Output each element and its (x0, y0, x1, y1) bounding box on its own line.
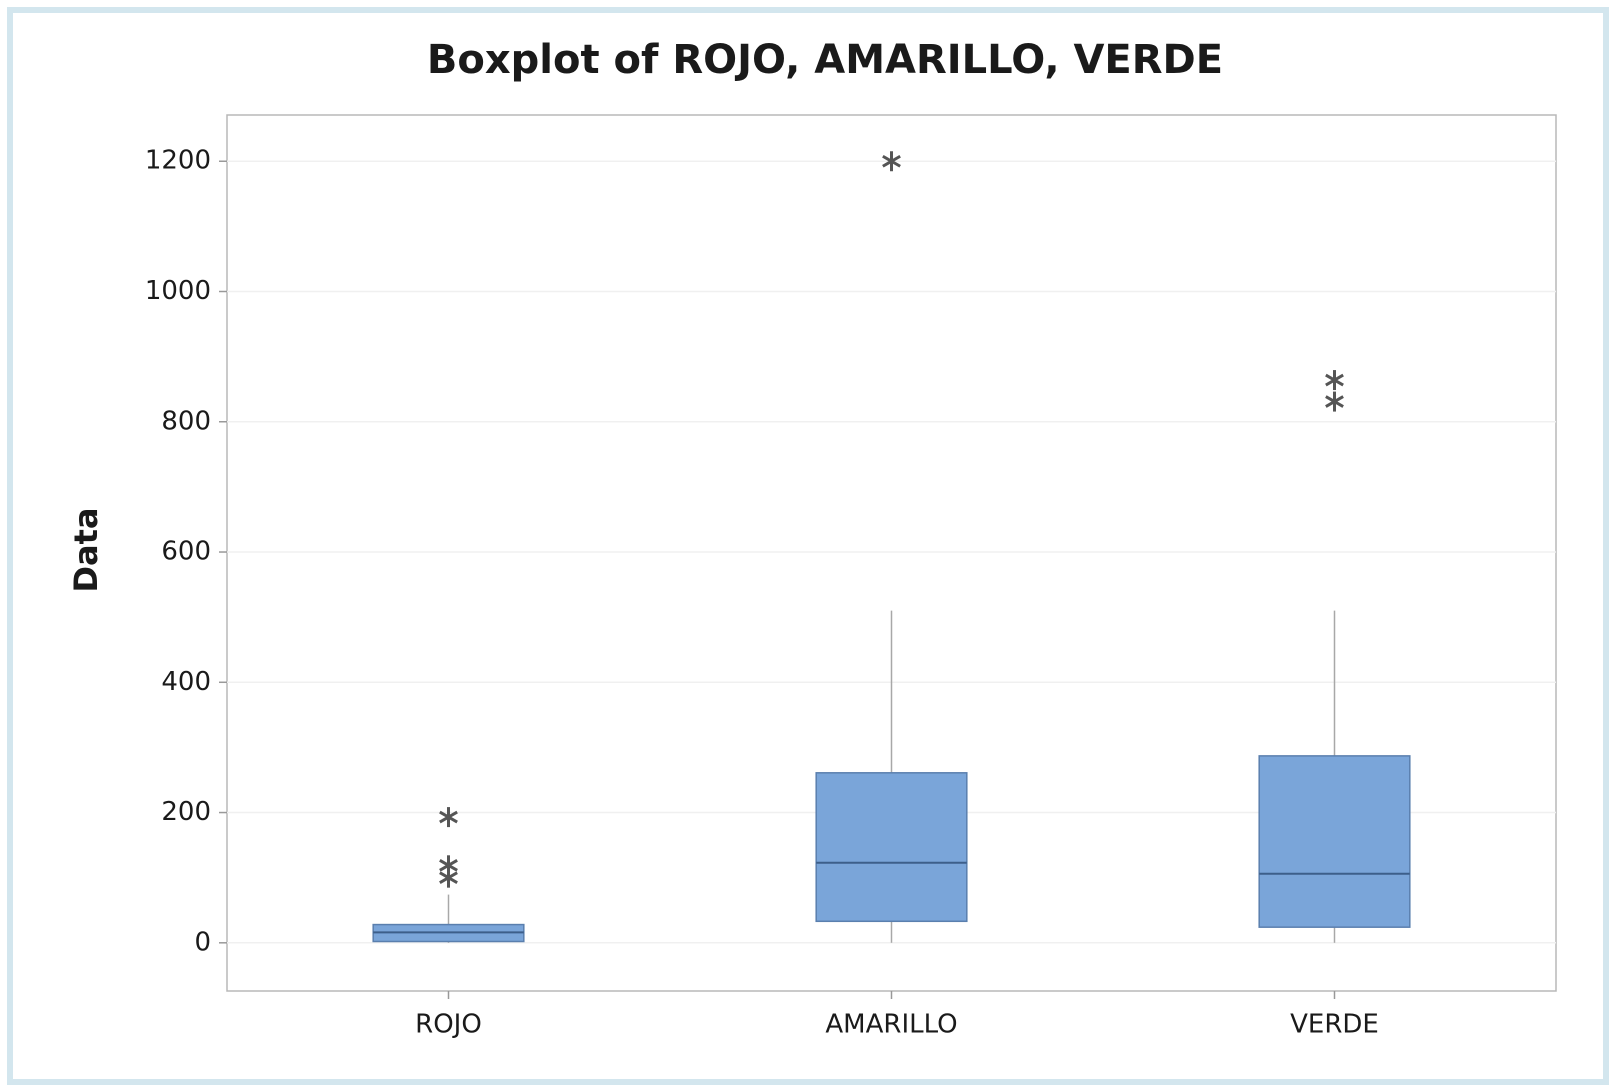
outlier-stroke (439, 871, 458, 884)
outlier (439, 807, 458, 828)
outlier (1325, 391, 1344, 412)
x-tick-label: ROJO (415, 1010, 482, 1040)
outlier-stroke (439, 858, 458, 872)
chart-title: Boxplot of ROJO, AMARILLO, VERDE (427, 37, 1223, 83)
y-tick-label: 0 (194, 927, 211, 957)
outlier-stroke (1325, 395, 1344, 408)
outlier-stroke (882, 154, 901, 168)
y-tick-label: 800 (161, 406, 211, 436)
outlier (1325, 370, 1344, 391)
y-tick-label: 400 (161, 667, 211, 697)
y-tick-label: 600 (161, 537, 211, 567)
x-tick-label: AMARILLO (825, 1010, 957, 1040)
box (815, 772, 968, 923)
y-tick-label: 200 (161, 797, 211, 827)
y-tick-label: 1200 (145, 146, 211, 176)
box (1258, 755, 1411, 928)
x-tick-label: VERDE (1290, 1010, 1379, 1040)
outlier-stroke (1325, 373, 1344, 387)
outlier (439, 867, 458, 888)
outlier-stroke (439, 810, 458, 824)
y-axis-title: Data (67, 507, 105, 592)
y-tick-label: 1000 (145, 276, 211, 306)
outlier (882, 151, 901, 172)
